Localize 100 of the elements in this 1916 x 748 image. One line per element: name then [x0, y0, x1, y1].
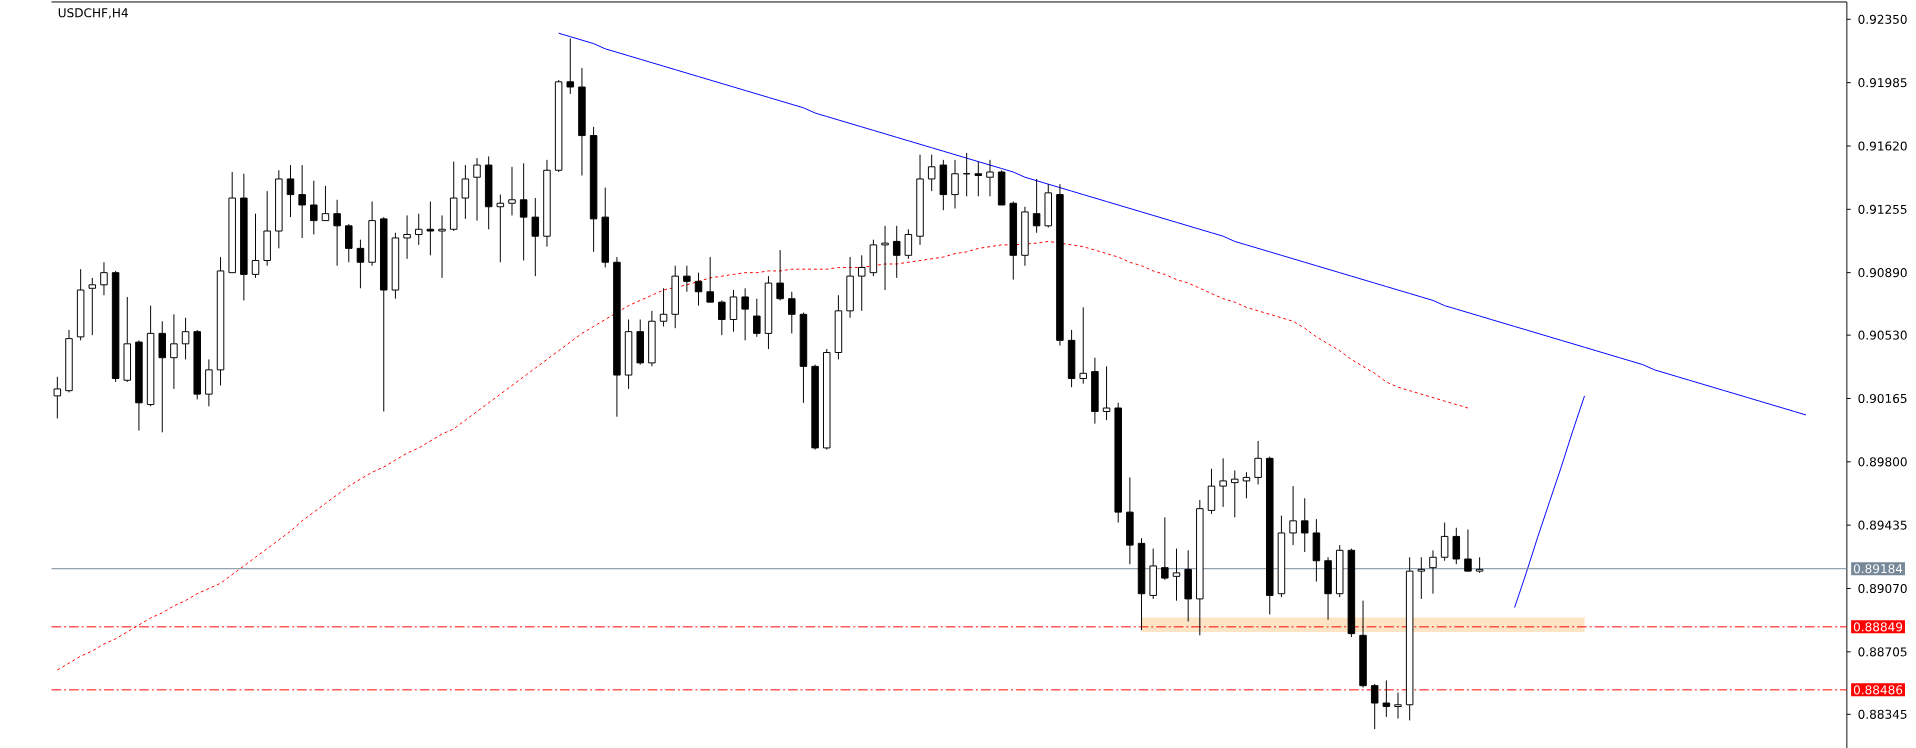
- candlestick: [1254, 440, 1262, 485]
- candlestick: [298, 164, 306, 239]
- candlestick: [718, 299, 726, 336]
- candlestick: [100, 261, 108, 296]
- y-tick-label: 0.91620: [1858, 141, 1907, 151]
- candlestick: [1359, 600, 1367, 688]
- candlestick: [368, 200, 376, 267]
- candlestick: [927, 154, 936, 192]
- candlestick: [1312, 518, 1321, 582]
- candlestick: [403, 214, 411, 260]
- candlestick: [275, 169, 283, 249]
- candlestick: [1021, 206, 1029, 267]
- candlestick: [1394, 692, 1402, 720]
- candlestick: [1440, 522, 1449, 562]
- y-tick-label: 0.88345: [1858, 709, 1907, 719]
- candlestick: [1137, 537, 1146, 631]
- candlestick: [951, 159, 959, 209]
- candlestick: [613, 256, 621, 418]
- candlestick: [216, 256, 225, 386]
- candlestick: [65, 329, 73, 393]
- candlestick: [251, 213, 260, 279]
- candlestick: [1335, 544, 1344, 598]
- candlestick: [1207, 468, 1216, 515]
- candlestick: [1091, 357, 1099, 425]
- candlestick: [578, 67, 586, 176]
- line-series: [1514, 395, 1586, 608]
- candlestick: [1149, 548, 1157, 600]
- candlestick: [135, 339, 143, 431]
- y-tick-label: 0.90530: [1858, 330, 1907, 340]
- candlestick: [1172, 548, 1181, 602]
- candlestick: [1219, 457, 1227, 508]
- y-tick-label: 0.92350: [1858, 14, 1907, 24]
- candlestick: [158, 320, 166, 433]
- candlestick: [310, 180, 318, 235]
- candlestick: [240, 173, 248, 301]
- candlestick: [811, 364, 819, 451]
- ref-line-label: 0.89184: [1853, 564, 1903, 574]
- candlestick: [473, 157, 481, 222]
- candlestick: [484, 155, 493, 230]
- candlestick: [356, 239, 365, 289]
- candlestick: [589, 126, 598, 253]
- y-tick-label: 0.90890: [1858, 268, 1907, 278]
- y-tick-label: 0.91985: [1858, 78, 1907, 88]
- candlestick: [1289, 485, 1297, 546]
- candlestick: [461, 164, 470, 220]
- candlestick: [1184, 549, 1192, 622]
- candlestick: [753, 298, 761, 338]
- y-tick-label: 0.89435: [1858, 520, 1907, 530]
- candlestick: [1079, 306, 1087, 385]
- candlestick: [1067, 329, 1076, 388]
- candlestick: [438, 214, 446, 279]
- candlestick: [1429, 549, 1437, 595]
- candlestick: [1405, 556, 1414, 721]
- candlestick: [426, 200, 435, 256]
- candlestick: [496, 194, 505, 263]
- candlestick: [916, 154, 924, 246]
- y-tick-label: 0.89070: [1858, 583, 1907, 594]
- candlestick: [170, 313, 178, 390]
- ref-line-label: 0.88486: [1853, 685, 1903, 695]
- candlestick: [1417, 556, 1426, 600]
- candlestick: [671, 265, 679, 329]
- ref-line-label: 0.88849: [1853, 622, 1903, 632]
- candlestick: [1324, 556, 1332, 621]
- candlestick: [1231, 469, 1239, 518]
- candlestick: [333, 199, 341, 267]
- y-tick-label: 0.88705: [1858, 647, 1907, 657]
- candlestick: [1102, 365, 1111, 421]
- candlestick: [508, 166, 516, 216]
- candlestick: [648, 310, 656, 367]
- candlestick: [1056, 183, 1064, 346]
- candlestick: [776, 249, 784, 301]
- candlestick: [881, 225, 889, 291]
- chart-title: USDCHF,H4: [58, 8, 128, 19]
- candlestick: [974, 161, 983, 197]
- candlestick: [892, 225, 901, 279]
- candlestick: [1196, 499, 1204, 636]
- y-tick-label: 0.90165: [1858, 393, 1907, 403]
- candlestick: [1032, 178, 1041, 234]
- candlestick: [986, 159, 994, 197]
- candlestick: [1300, 497, 1309, 553]
- y-tick-label: 0.89800: [1858, 457, 1907, 467]
- candlestick: [857, 254, 866, 312]
- candlestick: [1044, 183, 1053, 228]
- candlestick: [205, 358, 213, 407]
- candlestick: [286, 164, 295, 218]
- candlestick: [1242, 471, 1251, 499]
- y-tick-label: 0.91255: [1858, 204, 1907, 214]
- candlestick: [543, 159, 551, 248]
- candlestick: [904, 228, 913, 260]
- candlestick: [1382, 679, 1391, 718]
- candlestick: [741, 287, 749, 341]
- candlestick: [1126, 476, 1134, 565]
- candlestick: [263, 190, 271, 267]
- candlestick: [181, 317, 190, 360]
- candlestick: [1277, 515, 1286, 598]
- candlestick: [53, 376, 62, 419]
- candlestick: [414, 213, 423, 246]
- candlestick: [683, 265, 691, 293]
- candlestick: [531, 197, 540, 277]
- candlestick: [694, 272, 703, 307]
